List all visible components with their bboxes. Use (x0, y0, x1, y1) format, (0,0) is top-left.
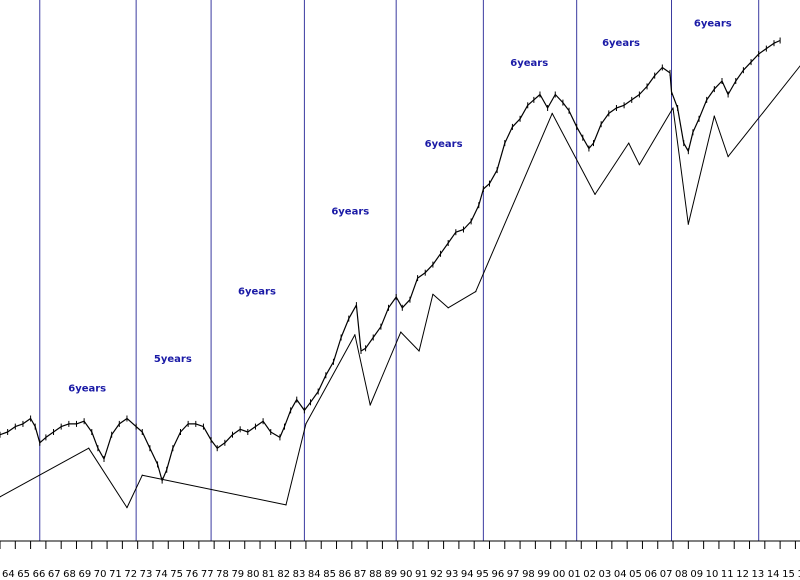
x-tick-label: 92 (430, 569, 443, 580)
cycle-label: 6years (68, 384, 106, 395)
x-tick-label: 77 (201, 569, 214, 580)
cycle-label: 6years (694, 18, 732, 29)
x-tick-label: 76 (186, 569, 199, 580)
projection-point (354, 334, 356, 336)
projection-point (551, 112, 553, 114)
x-tick-label: 72 (124, 569, 137, 580)
x-tick-label: 86 (339, 569, 352, 580)
cycle-label: 6years (425, 139, 463, 150)
x-tick-label: 01 (568, 569, 581, 580)
x-tick-label: 70 (94, 569, 107, 580)
x-tick-label: 08 (675, 569, 688, 580)
projection-point (0, 496, 1, 498)
x-tick-label: 16 (797, 569, 800, 580)
cycle-label: 6years (238, 286, 276, 297)
x-tick-label: 13 (752, 569, 765, 580)
x-tick-label: 73 (140, 569, 153, 580)
x-axis: 64 65 66 67 68 69 70 71 72 73 74 75 76 77 78 79 80 81 82 83… (0, 540, 800, 580)
projection-point (628, 142, 630, 144)
x-tick-label: 97 (507, 569, 520, 580)
x-tick-label: 65 (17, 569, 30, 580)
projection-point (687, 223, 689, 225)
x-tick-label: 81 (262, 569, 275, 580)
x-tick-label: 07 (660, 569, 673, 580)
x-tick-label: 80 (247, 569, 260, 580)
projection-point (369, 404, 371, 406)
x-tick-label: 04 (614, 569, 627, 580)
x-tick-label: 11 (721, 569, 734, 580)
projection-point (638, 164, 640, 166)
x-tick-label: 64 (2, 569, 15, 580)
x-tick-label: 90 (400, 569, 413, 580)
x-tick-label: 09 (690, 569, 703, 580)
x-tick-label: 94 (461, 569, 474, 580)
x-tick-label: 67 (48, 569, 61, 580)
x-tick-label: 93 (446, 569, 459, 580)
x-tick-label: 85 (323, 569, 336, 580)
x-tick-label: 99 (537, 569, 550, 580)
projection-point (141, 474, 143, 476)
x-tick-label: 82 (277, 569, 290, 580)
x-tick-label: 02 (583, 569, 596, 580)
x-tick-label: 03 (599, 569, 612, 580)
cycle-label: 5years (154, 354, 192, 365)
projection-point (432, 293, 434, 295)
projection-point (285, 504, 287, 506)
projection-point (713, 115, 715, 117)
x-tick-label: 98 (522, 569, 535, 580)
x-tick-label: 00 (553, 569, 566, 580)
price-group (0, 37, 781, 484)
cycle-label: 6years (602, 38, 640, 49)
projection-point (475, 291, 477, 293)
x-tick-label: 06 (644, 569, 657, 580)
x-tick-label: 75 (170, 569, 183, 580)
x-tick-label: 89 (384, 569, 397, 580)
cycle-lines-group (39, 0, 760, 541)
x-tick-label: 84 (308, 569, 321, 580)
x-tick-label: 10 (706, 569, 719, 580)
projection-group (0, 65, 800, 509)
cycle-labels-group: 6years 5years 6years 6years 6years 6years 6yea… (68, 18, 732, 394)
cycle-label: 6years (510, 58, 548, 69)
x-tick-label: 68 (63, 569, 76, 580)
projection-point (727, 156, 729, 158)
price-series-line (0, 39, 781, 482)
cycle-label: 6years (331, 206, 369, 217)
projection-point (305, 423, 307, 425)
projection-point (447, 307, 449, 309)
x-tick-label: 15 (782, 569, 795, 580)
x-tick-label: 71 (109, 569, 122, 580)
x-tick-label: 88 (369, 569, 382, 580)
x-tick-label: 14 (767, 569, 780, 580)
x-tick-label: 12 (736, 569, 749, 580)
x-tick-label: 69 (78, 569, 91, 580)
projection-series-line (0, 65, 800, 509)
x-tick-label: 83 (293, 569, 306, 580)
x-tick-label: 96 (491, 569, 504, 580)
projection-point (418, 350, 420, 352)
x-tick-label: 79 (231, 569, 244, 580)
projection-point (88, 447, 90, 449)
projection-point (672, 107, 674, 109)
x-tick-label: 95 (476, 569, 489, 580)
x-tick-label: 74 (155, 569, 168, 580)
x-tick-label: 91 (415, 569, 428, 580)
projection-point (594, 193, 596, 195)
projection-point (400, 331, 402, 333)
x-tick-label: 78 (216, 569, 229, 580)
x-tick-label: 05 (629, 569, 642, 580)
x-tick-label: 66 (33, 569, 46, 580)
projection-point (126, 507, 128, 509)
x-tick-label: 87 (354, 569, 367, 580)
